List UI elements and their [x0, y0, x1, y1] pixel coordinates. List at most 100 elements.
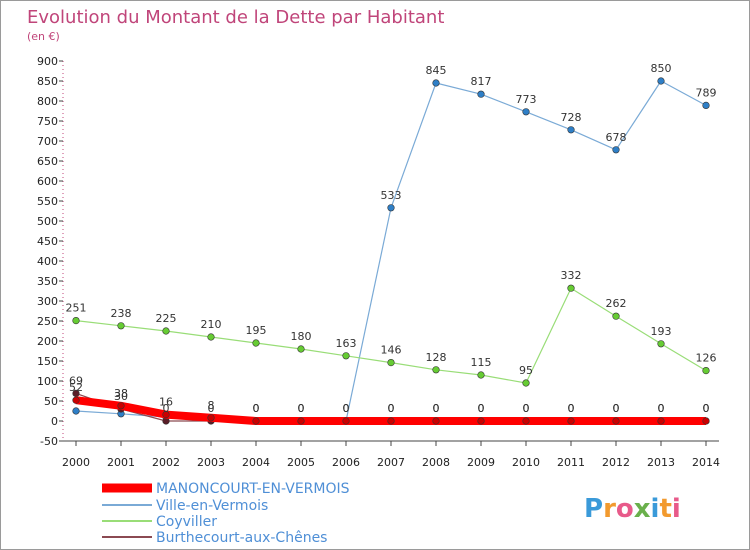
data-label: 0	[568, 402, 575, 415]
series-2	[72, 284, 710, 387]
data-point	[432, 366, 440, 374]
data-point	[522, 108, 530, 116]
data-point	[477, 417, 485, 425]
data-point	[702, 101, 710, 109]
data-point	[522, 417, 530, 425]
data-point	[297, 417, 305, 425]
series-layer: 533 845 817 773 728 678 850 789 251 238 225 210 195 1…	[66, 62, 717, 425]
series-1	[72, 77, 710, 425]
x-tick-label: 2008	[422, 456, 450, 469]
data-label: 115	[471, 356, 492, 369]
data-point	[162, 411, 170, 419]
data-label: 0	[703, 402, 710, 415]
data-label: 126	[696, 352, 717, 365]
data-label: 0	[478, 402, 485, 415]
y-tick-label: 500	[37, 215, 58, 228]
data-label: 30	[114, 390, 128, 403]
x-tick-label: 2001	[107, 456, 135, 469]
legend-label: Coyviller	[156, 514, 217, 530]
y-tick-label: 150	[37, 355, 58, 368]
proxiti-logo: Proxiti	[584, 494, 681, 524]
data-point	[252, 417, 260, 425]
data-label: 789	[696, 86, 717, 99]
logo-letter: i	[672, 494, 681, 524]
x-tick-label: 2002	[152, 456, 180, 469]
data-point	[567, 126, 575, 134]
logo-letter: x	[634, 494, 651, 524]
data-label: 0	[298, 402, 305, 415]
logo-text: Proxiti	[584, 494, 681, 524]
data-label: 0	[343, 402, 350, 415]
data-point	[567, 417, 575, 425]
data-label: 845	[426, 64, 447, 77]
data-label: 146	[381, 344, 402, 357]
data-label: 0	[208, 402, 215, 415]
y-tick-label: 750	[37, 115, 58, 128]
data-label: 0	[343, 402, 350, 415]
y-tick-label: 300	[37, 295, 58, 308]
data-point	[162, 327, 170, 335]
data-point	[522, 379, 530, 387]
data-label: 238	[111, 307, 132, 320]
data-point	[657, 77, 665, 85]
data-label: 95	[519, 364, 533, 377]
data-point	[117, 402, 125, 410]
chart-subtitle: (en €)	[27, 30, 60, 43]
data-point	[387, 204, 395, 212]
legend-label: Burthecourt-aux-Chênes	[156, 530, 327, 546]
data-label: 0	[433, 402, 440, 415]
data-label: 193	[651, 325, 672, 338]
data-point	[252, 339, 260, 347]
data-label: 0	[163, 402, 170, 415]
y-tick-label: 650	[37, 155, 58, 168]
data-point	[432, 79, 440, 87]
y-tick-label: 800	[37, 95, 58, 108]
x-tick-label: 2007	[377, 456, 405, 469]
data-label: 0	[658, 402, 665, 415]
data-label: 262	[606, 297, 627, 310]
data-point	[612, 312, 620, 320]
data-label: 0	[253, 402, 260, 415]
logo-letter: i	[651, 494, 660, 524]
data-label: 0	[433, 402, 440, 415]
data-label: 16	[159, 396, 173, 409]
y-tick-label: 550	[37, 195, 58, 208]
data-label: 38	[114, 387, 128, 400]
data-point	[207, 414, 215, 422]
y-tick-label: 50	[44, 395, 58, 408]
legend-label: Ville-en-Vermois	[156, 498, 268, 514]
data-point	[702, 367, 710, 375]
x-tick-label: 2012	[602, 456, 630, 469]
data-label: 0	[523, 402, 530, 415]
data-point	[342, 417, 350, 425]
data-point	[117, 322, 125, 330]
data-label: 0	[703, 402, 710, 415]
legend: MANONCOURT-EN-VERMOISVille-en-VermoisCoy…	[102, 481, 350, 546]
data-point	[72, 407, 80, 415]
data-point	[342, 352, 350, 360]
x-tick-label: 2004	[242, 456, 270, 469]
logo-letter: P	[584, 494, 603, 524]
y-tick-label: 700	[37, 135, 58, 148]
data-point	[567, 284, 575, 292]
y-tick-label: 850	[37, 75, 58, 88]
data-label: 0	[388, 402, 395, 415]
data-label: 8	[208, 399, 215, 412]
y-tick-label: 0	[51, 415, 58, 428]
data-label: 0	[658, 402, 665, 415]
data-label: 0	[568, 402, 575, 415]
y-tick-label: 100	[37, 375, 58, 388]
data-label: 225	[156, 312, 177, 325]
data-point	[702, 417, 710, 425]
x-tick-label: 2003	[197, 456, 225, 469]
x-tick-label: 2010	[512, 456, 540, 469]
chart-title: Evolution du Montant de la Dette par Hab…	[27, 7, 444, 28]
data-label: 69	[69, 374, 83, 387]
data-label: 210	[201, 318, 222, 331]
y-tick-label: 450	[37, 235, 58, 248]
data-point	[612, 417, 620, 425]
data-label: 678	[606, 131, 627, 144]
logo-letter: o	[616, 494, 634, 524]
data-point	[657, 340, 665, 348]
x-tick-label: 2013	[647, 456, 675, 469]
